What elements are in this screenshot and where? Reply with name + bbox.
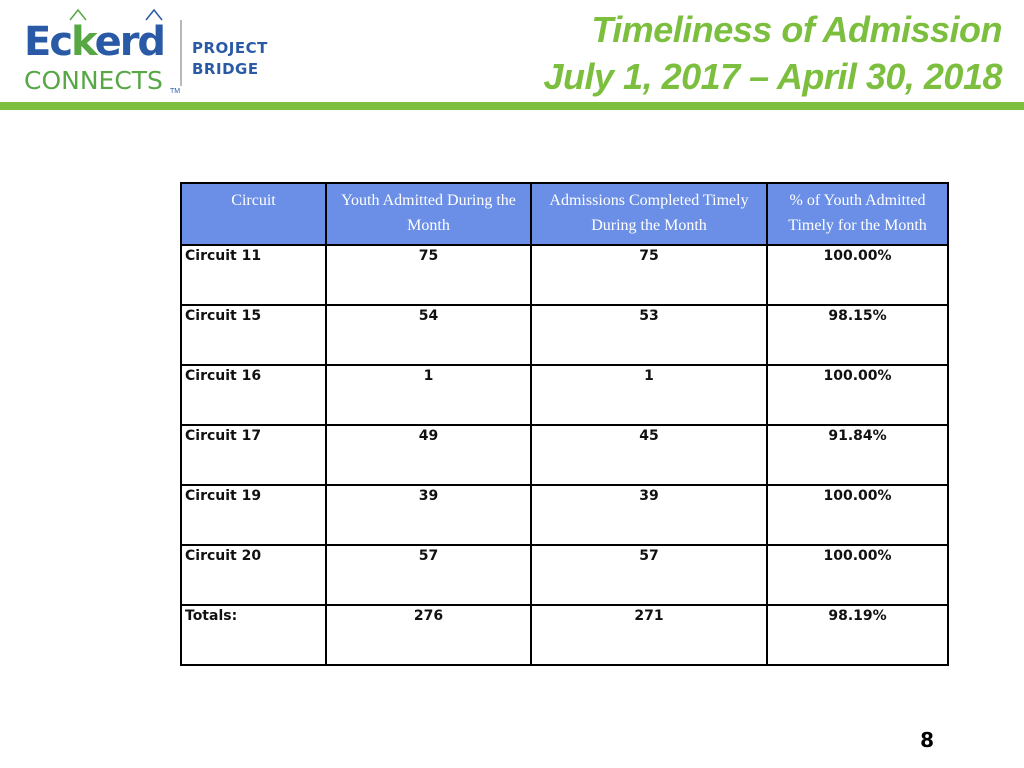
cell-percent: 100.00% — [766, 544, 949, 606]
page-number: 8 — [920, 728, 934, 752]
cell-percent: 98.19% — [766, 604, 949, 666]
cell-admitted: 57 — [325, 544, 532, 606]
logo-project-bridge: PROJECT BRIDGE — [192, 39, 268, 78]
cell-admitted: 49 — [325, 424, 532, 486]
cell-circuit: Circuit 19 — [180, 484, 327, 546]
cell-admitted: 54 — [325, 304, 532, 366]
cell-circuit: Circuit 11 — [180, 244, 327, 306]
table-header-row: Circuit Youth Admitted During the Month … — [180, 182, 949, 246]
cell-circuit: Circuit 16 — [180, 364, 327, 426]
header-circuit: Circuit — [180, 182, 327, 246]
slide-title-line1: Timeliness of Admission — [591, 9, 1002, 50]
header-admissions-completed: Admissions Completed Timely During the M… — [530, 182, 768, 246]
slide-title-line2: July 1, 2017 – April 30, 2018 — [543, 56, 1003, 97]
header-percent-timely: % of Youth Admitted Timely for the Month — [766, 182, 949, 246]
cell-percent: 100.00% — [766, 244, 949, 306]
cell-circuit: Circuit 15 — [180, 304, 327, 366]
table-row: Circuit 17 49 45 91.84% — [180, 424, 949, 486]
logo-eckerd-text: Eckerd — [24, 19, 166, 65]
logo-connects-text: CONNECTS — [24, 66, 163, 95]
logo-trademark: TM — [170, 88, 181, 95]
totals-row: Totals: 276 271 98.19% — [180, 604, 949, 666]
cell-circuit: Circuit 17 — [180, 424, 327, 486]
cell-percent: 100.00% — [766, 364, 949, 426]
table-row: Circuit 11 75 75 100.00% — [180, 244, 949, 306]
cell-timely: 53 — [530, 304, 768, 366]
cell-percent: 91.84% — [766, 424, 949, 486]
cell-percent: 100.00% — [766, 484, 949, 546]
admissions-table: Circuit Youth Admitted During the Month … — [180, 182, 949, 666]
cell-admitted: 39 — [325, 484, 532, 546]
cell-admitted: 276 — [325, 604, 532, 666]
cell-timely: 271 — [530, 604, 768, 666]
table-row: Circuit 20 57 57 100.00% — [180, 544, 949, 606]
cell-timely: 45 — [530, 424, 768, 486]
eckerd-connects-logo: Eckerd CONNECTS TM PROJECT BRIDGE — [20, 6, 280, 106]
cell-admitted: 1 — [325, 364, 532, 426]
cell-timely: 1 — [530, 364, 768, 426]
cell-circuit: Circuit 20 — [180, 544, 327, 606]
cell-percent: 98.15% — [766, 304, 949, 366]
table-row: Circuit 19 39 39 100.00% — [180, 484, 949, 546]
slide-title: Timeliness of Admission July 1, 2017 – A… — [543, 8, 1003, 102]
cell-totals-label: Totals: — [180, 604, 327, 666]
cell-timely: 39 — [530, 484, 768, 546]
cell-admitted: 75 — [325, 244, 532, 306]
cell-timely: 57 — [530, 544, 768, 606]
header-divider — [0, 102, 1024, 110]
logo-divider — [180, 20, 182, 86]
table-row: Circuit 16 1 1 100.00% — [180, 364, 949, 426]
windmill-icon — [69, 8, 163, 21]
table-row: Circuit 15 54 53 98.15% — [180, 304, 949, 366]
cell-timely: 75 — [530, 244, 768, 306]
header-youth-admitted: Youth Admitted During the Month — [325, 182, 532, 246]
